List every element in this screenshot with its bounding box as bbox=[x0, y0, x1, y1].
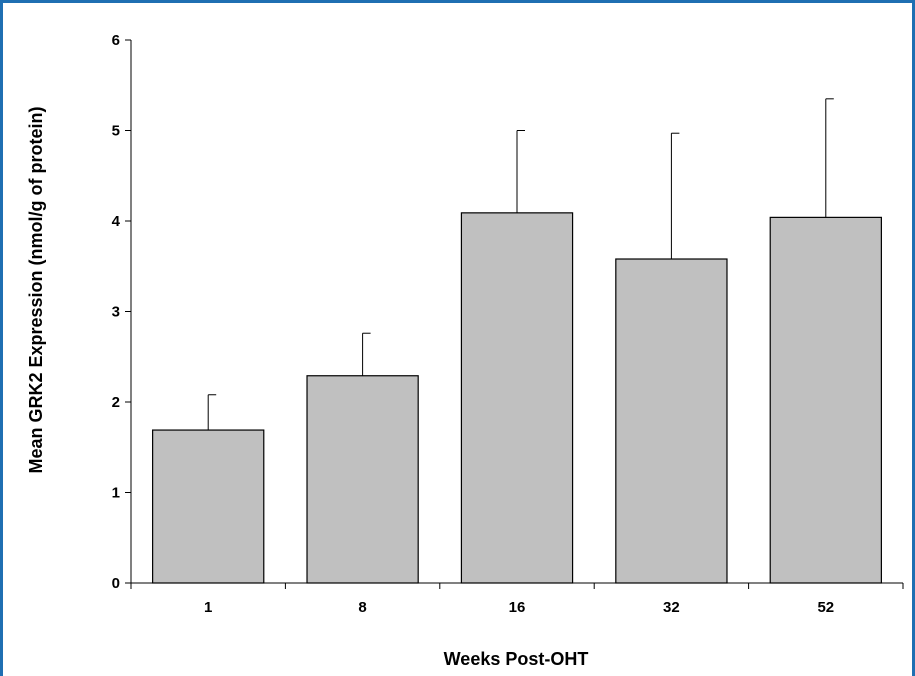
x-tick-label: 8 bbox=[358, 599, 366, 616]
bar-week-1 bbox=[152, 429, 265, 584]
bar-week-32 bbox=[615, 258, 728, 584]
x-tick-label: 16 bbox=[509, 599, 526, 616]
bar-week-52 bbox=[769, 216, 882, 584]
y-tick-label: 2 bbox=[112, 394, 120, 411]
y-axis-title: Mean GRK2 Expression (nmol/g of protein) bbox=[26, 106, 46, 473]
y-tick-label: 1 bbox=[112, 485, 120, 502]
bars bbox=[152, 212, 882, 584]
bar-week-8 bbox=[306, 375, 419, 584]
y-tick-label: 6 bbox=[112, 32, 120, 49]
error-bars bbox=[207, 98, 834, 431]
x-tick-label: 52 bbox=[817, 599, 834, 616]
bar-week-16 bbox=[460, 212, 574, 584]
y-tick-label: 5 bbox=[112, 123, 120, 140]
y-tick-label: 4 bbox=[112, 213, 121, 230]
x-axis-ticks: 1 8 16 32 52 bbox=[130, 583, 904, 616]
y-tick-label: 3 bbox=[112, 304, 120, 321]
x-tick-label: 32 bbox=[663, 599, 680, 616]
y-axis-ticks: 0 1 2 3 4 5 6 bbox=[112, 32, 131, 592]
y-tick-label: 0 bbox=[112, 575, 120, 592]
x-axis-title: Weeks Post-OHT bbox=[444, 649, 589, 669]
x-tick-label: 1 bbox=[204, 599, 212, 616]
